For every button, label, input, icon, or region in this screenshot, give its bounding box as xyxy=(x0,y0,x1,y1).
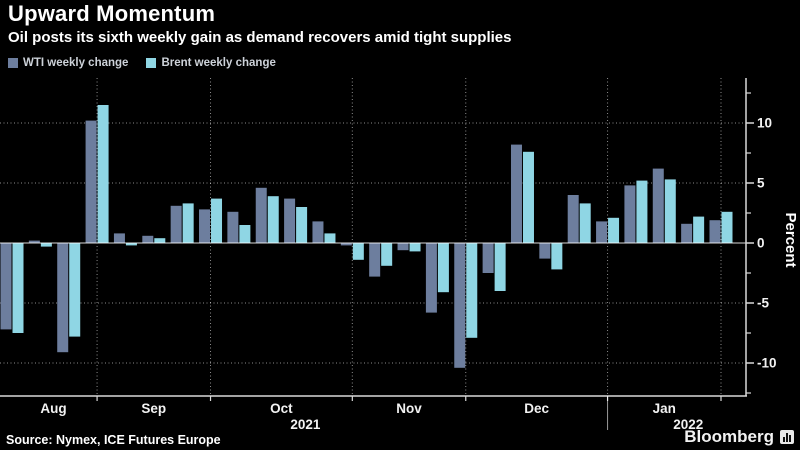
bar-wti xyxy=(425,243,437,313)
bar-wti xyxy=(340,243,352,246)
bar-wti xyxy=(255,187,267,243)
bloomberg-brand: Bloomberg xyxy=(684,427,794,447)
bar-brent xyxy=(267,196,279,243)
bloomberg-wordmark: Bloomberg xyxy=(684,427,774,446)
bar-wti xyxy=(454,243,466,368)
bar-brent xyxy=(381,243,393,266)
legend-item-wti: WTI weekly change xyxy=(8,57,128,69)
bar-brent xyxy=(466,243,478,338)
bar-brent xyxy=(154,238,166,243)
legend-item-brent: Brent weekly change xyxy=(146,57,276,69)
bar-brent xyxy=(352,243,364,260)
legend: WTI weekly change Brent weekly change xyxy=(8,57,276,69)
x-month-label: Jan xyxy=(653,401,676,416)
bar-wti xyxy=(397,243,409,251)
wti-swatch-icon xyxy=(8,58,18,68)
y-tick-label: 0 xyxy=(757,236,765,251)
bar-wti xyxy=(284,198,296,243)
y-tick-label: 5 xyxy=(757,176,765,191)
bar-wti xyxy=(709,220,721,243)
x-month-label: Sep xyxy=(141,401,166,416)
bar-wti xyxy=(567,195,579,243)
bar-brent xyxy=(409,243,421,252)
bar-wti xyxy=(482,243,494,273)
bar-brent xyxy=(636,180,648,243)
bar-wti xyxy=(142,235,154,243)
x-month-label: Dec xyxy=(524,401,549,416)
bar-wti xyxy=(624,185,636,243)
bar-brent xyxy=(211,198,223,243)
bar-wti xyxy=(681,223,693,243)
bar-brent xyxy=(97,105,109,243)
bar-wti xyxy=(539,243,551,259)
page-title: Upward Momentum xyxy=(8,1,216,26)
bar-wti xyxy=(113,233,125,243)
bar-brent xyxy=(551,243,563,270)
y-tick-label: -5 xyxy=(757,296,769,311)
bar-brent xyxy=(608,217,620,243)
x-month-label: Oct xyxy=(270,401,293,416)
y-tick-label: -10 xyxy=(757,356,777,371)
bar-wti xyxy=(170,205,182,243)
bar-wti xyxy=(57,243,69,353)
bar-wti xyxy=(596,221,608,243)
chart-subtitle: Oil posts its sixth weekly gain as deman… xyxy=(8,29,512,46)
y-axis-title: Percent xyxy=(782,212,799,267)
legend-label-wti: WTI weekly change xyxy=(23,57,129,69)
bar-wti xyxy=(85,120,97,243)
x-year-label: 2022 xyxy=(673,417,703,432)
bar-wti xyxy=(0,243,12,330)
x-year-label: 2021 xyxy=(290,417,321,432)
bar-brent xyxy=(664,179,676,243)
bar-brent xyxy=(494,243,506,291)
y-tick-label: 10 xyxy=(757,116,772,131)
bar-brent xyxy=(437,243,449,293)
x-month-label: Aug xyxy=(40,401,66,416)
bar-wti xyxy=(227,211,239,243)
bar-brent xyxy=(522,151,534,243)
bar-brent xyxy=(239,225,251,243)
bar-wti xyxy=(199,209,211,243)
bar-brent xyxy=(324,233,336,243)
bar-brent xyxy=(296,207,308,243)
bar-wti xyxy=(28,240,40,243)
source-note: Source: Nymex, ICE Futures Europe xyxy=(6,433,221,447)
bar-brent xyxy=(69,243,81,337)
x-month-label: Nov xyxy=(396,401,422,416)
bar-brent xyxy=(182,203,194,243)
bar-brent xyxy=(125,243,137,246)
bar-wti xyxy=(369,243,381,277)
bar-brent xyxy=(579,203,591,243)
bloomberg-logo-icon xyxy=(780,430,794,444)
bar-brent xyxy=(40,243,52,247)
legend-label-brent: Brent weekly change xyxy=(161,57,276,69)
bar-wti xyxy=(652,168,664,243)
bar-brent xyxy=(721,211,733,243)
brent-swatch-icon xyxy=(146,58,157,68)
bar-wti xyxy=(312,221,324,243)
bar-brent xyxy=(693,216,705,243)
bar-brent xyxy=(12,243,24,333)
bar-wti xyxy=(510,144,522,243)
